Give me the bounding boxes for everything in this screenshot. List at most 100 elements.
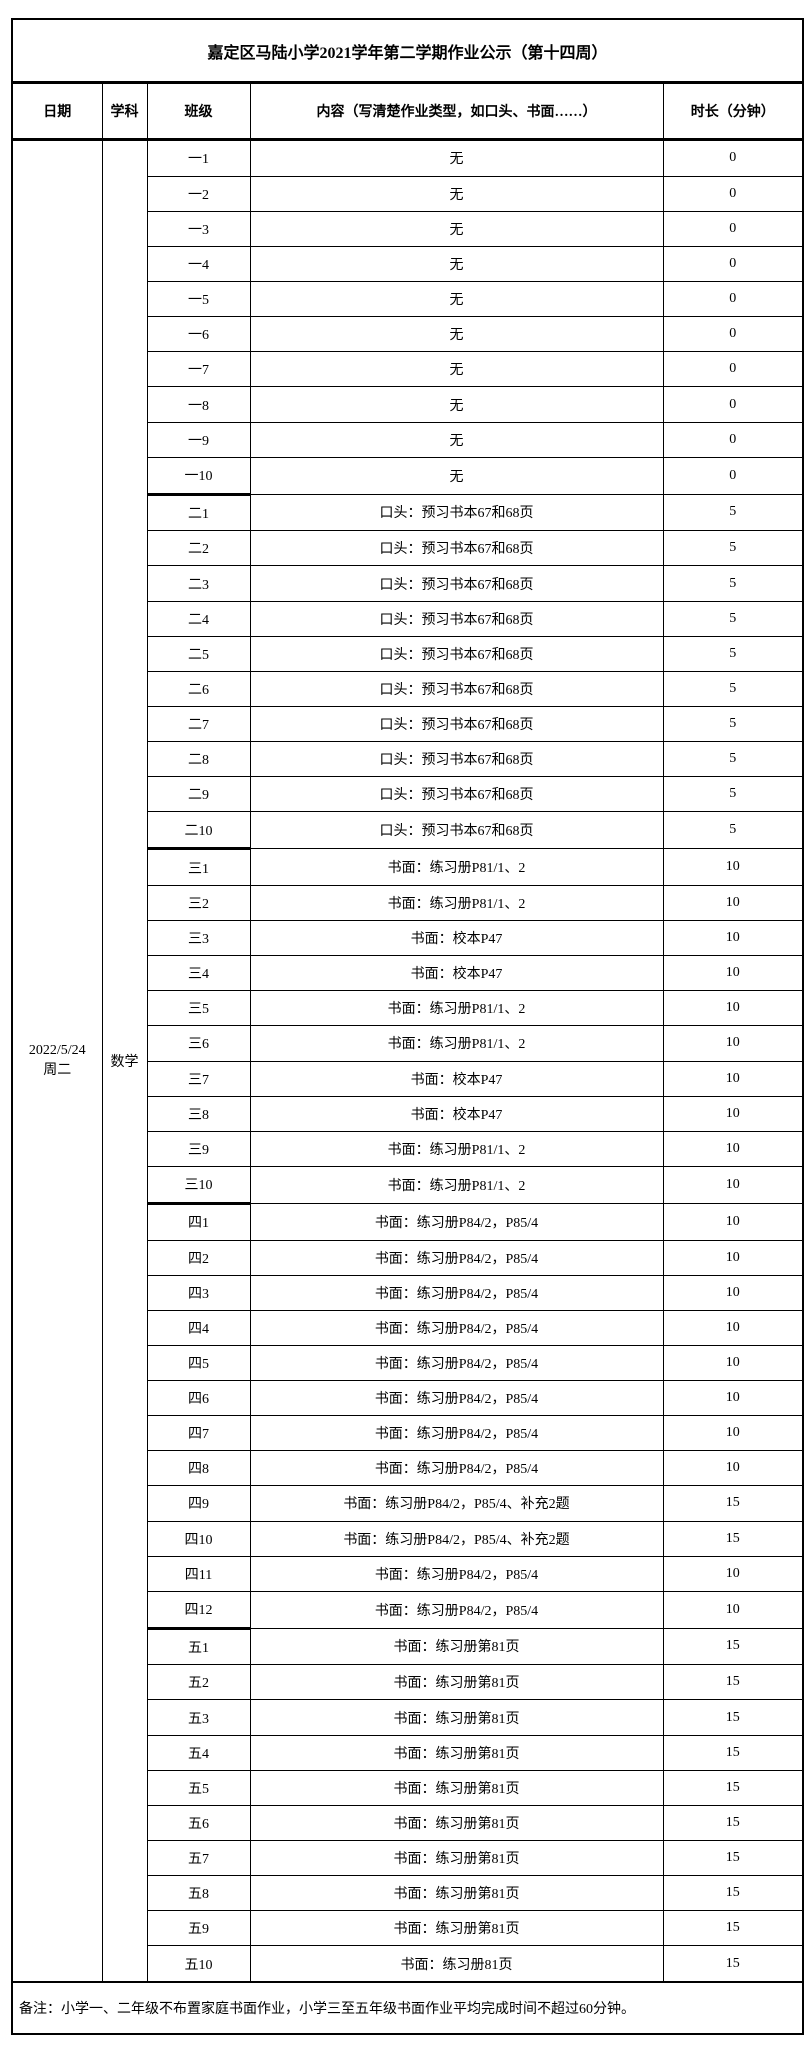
assignment-row: 四3 书面：练习册P84/2，P85/4 10	[12, 1274, 804, 1311]
assignment-row: 三1 书面：练习册P81/1、2 10	[12, 848, 804, 886]
class-cell: 四11	[146, 1555, 251, 1592]
minutes-cell: 5	[662, 670, 804, 707]
minutes-cell: 0	[662, 386, 804, 423]
content-cell: 书面：练习册81页	[249, 1945, 664, 1983]
assignment-row: 三5 书面：练习册P81/1、2 10	[12, 990, 804, 1027]
content-cell: 口头：预习书本67和68页	[249, 530, 664, 567]
minutes-cell: 10	[662, 1415, 804, 1452]
homework-table: 嘉定区马陆小学2021学年第二学期作业公示（第十四周） 日期 学科 班级 内容（…	[11, 18, 805, 2035]
minutes-cell: 0	[662, 210, 804, 247]
content-cell: 无	[249, 351, 664, 388]
minutes-cell: 10	[662, 990, 804, 1027]
header-duration: 时长（分钟）	[662, 82, 804, 141]
minutes-cell: 5	[662, 635, 804, 672]
class-cell: 二9	[146, 776, 251, 813]
class-cell: 五5	[146, 1769, 251, 1806]
assignment-row: 2022/5/24 周二 数学 一1 无 0	[11, 138, 804, 1983]
assignment-row: 二7 口头：预习书本67和68页 5	[12, 705, 804, 743]
class-cell: 五10	[146, 1945, 251, 1983]
assignment-row: 五10 书面：练习册81页 15	[12, 1945, 804, 1983]
content-cell: 口头：预习书本67和68页	[249, 600, 664, 637]
class-cell: 二4	[146, 600, 251, 637]
header-class: 班级	[146, 82, 251, 141]
assignment-row: 四8 书面：练习册P84/2，P85/4 10	[12, 1450, 804, 1487]
content-cell: 书面：练习册P84/2，P85/4	[249, 1415, 664, 1452]
assignment-row: 一7 无 0	[12, 351, 804, 388]
minutes-cell: 10	[662, 1274, 804, 1311]
minutes-cell: 10	[662, 920, 804, 957]
minutes-cell: 10	[662, 1025, 804, 1062]
content-cell: 书面：练习册P84/2，P85/4	[249, 1555, 664, 1592]
class-cell: 四7	[146, 1415, 251, 1452]
class-cell: 三8	[146, 1095, 251, 1132]
content-cell: 口头：预习书本67和68页	[249, 741, 664, 778]
class-cell: 二2	[146, 530, 251, 567]
minutes-cell: 15	[662, 1699, 804, 1736]
assignment-row: 二3 口头：预习书本67和68页 5	[12, 565, 804, 602]
content-cell: 无	[249, 281, 664, 318]
assignment-row: 五7 书面：练习册第81页 15	[12, 1839, 804, 1877]
content-cell: 书面：练习册P81/1、2	[249, 848, 664, 886]
assignment-row: 三10 书面：练习册P81/1、2 10	[12, 1165, 804, 1205]
class-cell: 五8	[146, 1875, 251, 1912]
class-cell: 二3	[146, 565, 251, 602]
content-cell: 书面：练习册第81页	[249, 1699, 664, 1736]
assignment-row: 五4 书面：练习册第81页 15	[12, 1734, 804, 1771]
minutes-cell: 10	[662, 1344, 804, 1382]
minutes-cell: 15	[662, 1485, 804, 1522]
minutes-cell: 5	[662, 565, 804, 602]
class-cell: 五1	[146, 1627, 251, 1666]
minutes-cell: 5	[662, 705, 804, 743]
content-cell: 书面：练习册第81页	[249, 1734, 664, 1771]
content-cell: 书面：练习册P81/1、2	[249, 1130, 664, 1167]
assignments-body: 2022/5/24 周二 数学 一1 无 0 一2 无 0 一3 无 0 一4 无 0 一5 无 0 一6 无 0 一7 无…	[11, 138, 804, 1983]
header-row: 日期 学科 班级 内容（写清楚作业类型，如口头、书面……） 时长（分钟）	[11, 82, 804, 141]
assignment-row: 二9 口头：预习书本67和68页 5	[12, 776, 804, 813]
minutes-cell: 0	[662, 175, 804, 212]
content-cell: 书面：练习册第81页	[249, 1769, 664, 1806]
content-cell: 无	[249, 175, 664, 212]
content-cell: 书面：练习册P84/2，P85/4	[249, 1202, 664, 1241]
minutes-cell: 10	[662, 848, 804, 886]
class-cell: 五4	[146, 1734, 251, 1771]
class-cell: 五2	[146, 1664, 251, 1701]
minutes-cell: 10	[662, 1165, 804, 1204]
class-cell: 二5	[146, 635, 251, 672]
assignment-row: 一10 无 0	[12, 456, 804, 496]
content-cell: 口头：预习书本67和68页	[249, 776, 664, 813]
content-cell: 书面：练习册第81页	[249, 1839, 664, 1877]
assignment-row: 三6 书面：练习册P81/1、2 10	[12, 1025, 804, 1062]
assignment-row: 四12 书面：练习册P84/2，P85/4 10	[12, 1590, 804, 1630]
minutes-cell: 15	[662, 1945, 804, 1983]
date-text: 2022/5/24	[28, 1042, 86, 1058]
header-date: 日期	[11, 82, 103, 141]
minutes-cell: 0	[662, 281, 804, 318]
assignment-row: 三8 书面：校本P47 10	[12, 1095, 804, 1132]
assignment-row: 四11 书面：练习册P84/2，P85/4 10	[12, 1555, 804, 1592]
content-cell: 无	[249, 210, 664, 247]
content-cell: 口头：预习书本67和68页	[249, 565, 664, 602]
remarks-note: 备注：小学一、二年级不布置家庭书面作业，小学三至五年级书面作业平均完成时间不超过…	[11, 1981, 804, 2035]
assignment-row: 五8 书面：练习册第81页 15	[12, 1875, 804, 1912]
content-cell: 书面：练习册P84/2，P85/4	[249, 1344, 664, 1382]
minutes-cell: 5	[662, 811, 804, 850]
minutes-cell: 15	[662, 1910, 804, 1947]
assignment-row: 一4 无 0	[12, 245, 804, 283]
class-cell: 二7	[146, 705, 251, 743]
content-cell: 书面：练习册第81页	[249, 1664, 664, 1701]
assignment-row: 四9 书面：练习册P84/2，P85/4、补充2题 15	[12, 1485, 804, 1522]
assignment-row: 三9 书面：练习册P81/1、2 10	[12, 1130, 804, 1167]
minutes-cell: 0	[662, 316, 804, 353]
assignment-row: 五6 书面：练习册第81页 15	[12, 1804, 804, 1841]
class-cell: 一6	[146, 316, 251, 353]
class-cell: 四3	[146, 1274, 251, 1311]
minutes-cell: 5	[662, 741, 804, 778]
minutes-cell: 15	[662, 1627, 804, 1666]
minutes-cell: 15	[662, 1520, 804, 1557]
content-cell: 书面：校本P47	[249, 1095, 664, 1132]
class-cell: 一8	[146, 386, 251, 423]
date-cell: 2022/5/24 周二	[11, 138, 103, 1983]
content-cell: 书面：练习册P81/1、2	[249, 1165, 664, 1204]
page-title: 嘉定区马陆小学2021学年第二学期作业公示（第十四周）	[11, 18, 804, 85]
